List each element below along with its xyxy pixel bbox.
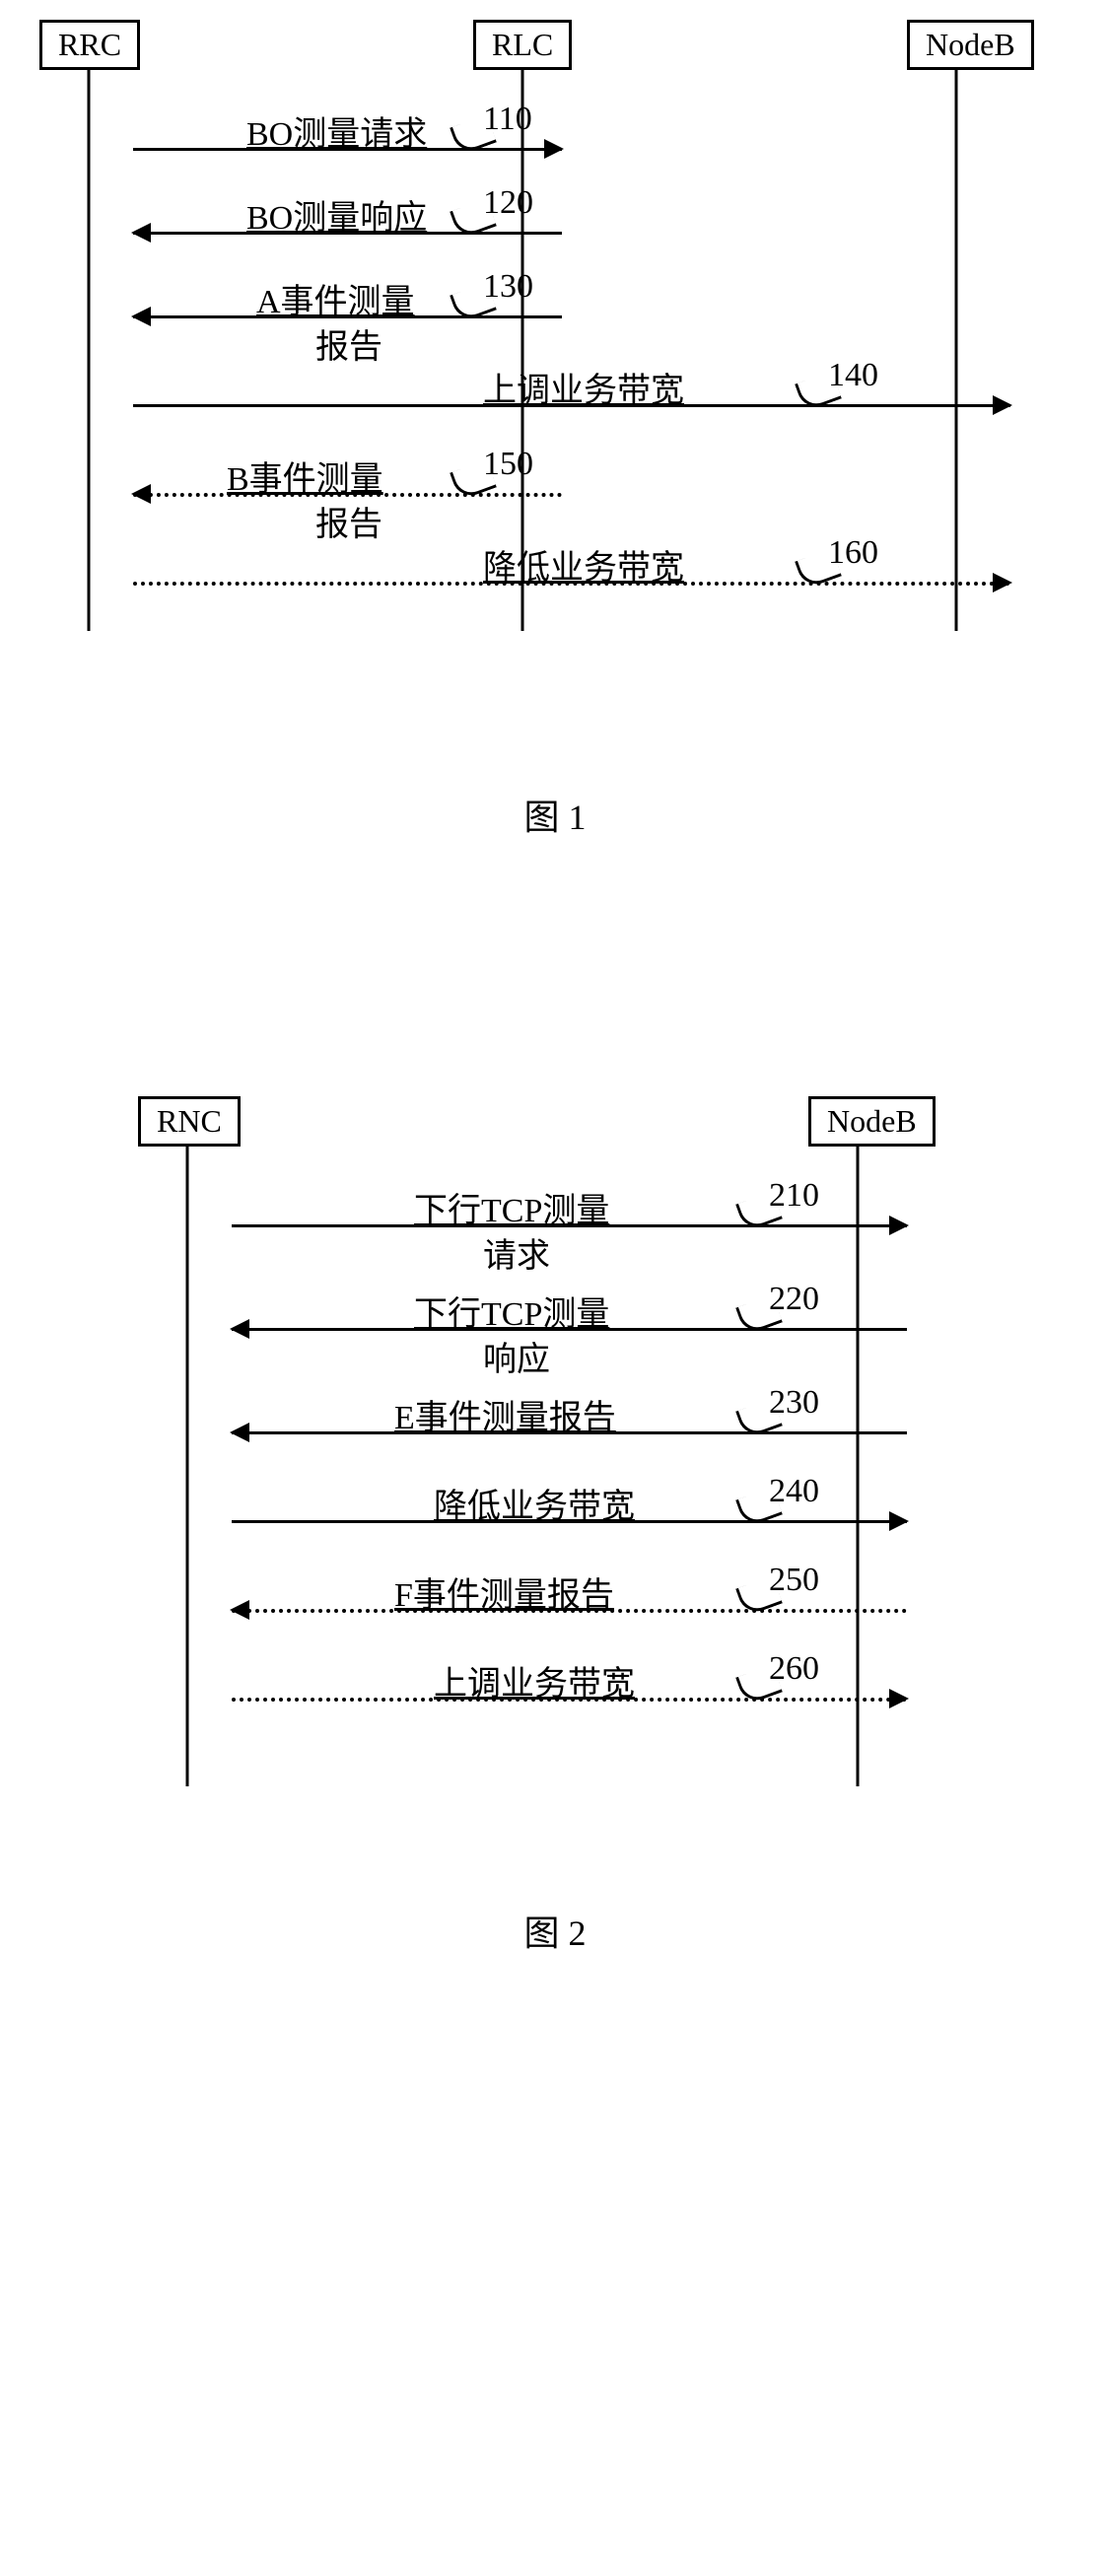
actor-nodeb: NodeB — [907, 20, 1006, 70]
message-label-line2: 报告 — [315, 497, 382, 545]
message-label: BO测量响应 — [246, 190, 427, 239]
actor-box: RLC — [473, 20, 572, 70]
arrow-left-icon — [230, 1423, 249, 1442]
sequence-diagram-2: RNCNodeB 下行TCP测量请求210下行TCP测量响应220E事件测量报告… — [39, 1096, 1071, 1845]
actor-box: NodeB — [907, 20, 1034, 70]
message-label: 下行TCP测量 — [414, 1183, 609, 1231]
actor-rnc: RNC — [138, 1096, 237, 1147]
actor-rrc: RRC — [39, 20, 138, 70]
message-label: 下行TCP测量 — [414, 1287, 609, 1335]
message-label: 上调业务带宽 — [434, 1656, 635, 1705]
message-label: 上调业务带宽 — [483, 363, 684, 411]
actor-box: RRC — [39, 20, 140, 70]
arrow-right-icon — [993, 573, 1012, 592]
message-label: B事件测量 — [227, 452, 383, 500]
fig1-caption: 图 1 — [39, 789, 1071, 840]
message-label: A事件测量 — [256, 274, 415, 322]
lifeline — [88, 69, 91, 631]
message-label: F事件测量报告 — [394, 1567, 614, 1616]
message-label-line2: 报告 — [315, 319, 382, 368]
actor-rlc: RLC — [473, 20, 572, 70]
arrow-left-icon — [230, 1319, 249, 1339]
lifeline — [857, 1146, 860, 1786]
actor-box: RNC — [138, 1096, 241, 1147]
message-label: E事件测量报告 — [394, 1390, 616, 1438]
fig2-caption: 图 2 — [39, 1905, 1071, 1956]
message-label: 降低业务带宽 — [434, 1479, 635, 1527]
actor-nodeb: NodeB — [808, 1096, 907, 1147]
sequence-diagram-1: RRCRLCNodeB BO测量请求110BO测量响应120A事件测量报告130… — [39, 20, 1071, 730]
arrow-left-icon — [131, 484, 151, 504]
arrow-left-icon — [131, 307, 151, 326]
arrow-right-icon — [889, 1216, 909, 1235]
arrow-left-icon — [131, 223, 151, 243]
arrow-right-icon — [544, 139, 564, 159]
message-label-line2: 请求 — [483, 1228, 550, 1277]
lifeline — [955, 69, 958, 631]
lifeline — [186, 1146, 189, 1786]
arrow-right-icon — [889, 1511, 909, 1531]
message-label: 降低业务带宽 — [483, 540, 684, 589]
message-label-line2: 响应 — [483, 1332, 550, 1380]
arrow-right-icon — [889, 1689, 909, 1708]
actor-box: NodeB — [808, 1096, 936, 1147]
message-label: BO测量请求 — [246, 106, 427, 155]
arrow-left-icon — [230, 1600, 249, 1620]
arrow-right-icon — [993, 395, 1012, 415]
